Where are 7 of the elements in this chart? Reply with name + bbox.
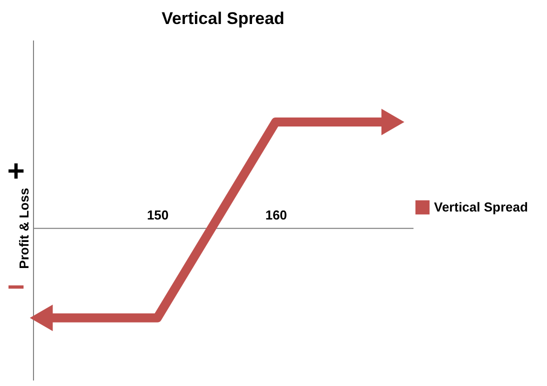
y-axis-title: Profit & Loss (16, 188, 32, 269)
legend-label: Vertical Spread (434, 199, 528, 214)
text: − (7, 270, 25, 304)
x-tick-label: 150 (146, 207, 169, 222)
x-tick-label: 160 (265, 207, 288, 222)
text: + (7, 154, 25, 188)
chart-title: Vertical Spread (162, 9, 284, 28)
